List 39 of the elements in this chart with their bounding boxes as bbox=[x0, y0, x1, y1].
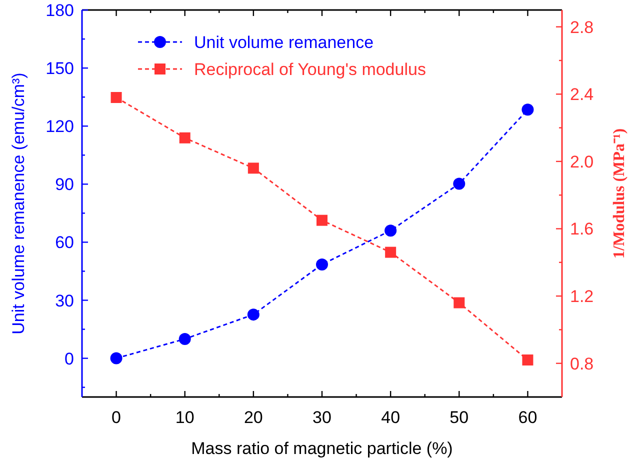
x-tick-label: 10 bbox=[175, 408, 194, 427]
y-tick-label: 150 bbox=[46, 59, 74, 78]
y-tick-label: 120 bbox=[46, 117, 74, 136]
legend-label: Unit volume remanence bbox=[194, 33, 374, 52]
y-tick-label: 90 bbox=[55, 175, 74, 194]
y-tick-label: 60 bbox=[55, 233, 74, 252]
y-tick-label: 30 bbox=[55, 291, 74, 310]
x-tick-label: 0 bbox=[112, 408, 122, 427]
x-tick-label: 50 bbox=[450, 408, 469, 427]
point bbox=[316, 214, 328, 226]
point bbox=[179, 132, 190, 144]
point bbox=[385, 246, 396, 258]
x-axis-title: Mass ratio of magnetic particle (%) bbox=[191, 439, 453, 458]
x-tick-label: 30 bbox=[312, 408, 332, 427]
point bbox=[454, 297, 465, 308]
point bbox=[110, 92, 122, 103]
point bbox=[247, 308, 260, 321]
point bbox=[522, 104, 534, 116]
y-tick-label: 0 bbox=[64, 349, 74, 368]
y2-tick-label: 2.4 bbox=[570, 85, 594, 104]
y2-tick-label: 0.8 bbox=[570, 354, 594, 374]
x-tick-label: 60 bbox=[518, 408, 538, 427]
point bbox=[316, 258, 328, 270]
legend-label: Reciprocal of Young's modulus bbox=[194, 60, 426, 79]
point bbox=[522, 354, 534, 366]
point bbox=[453, 178, 466, 190]
x-tick-label: 20 bbox=[244, 408, 263, 427]
point bbox=[248, 162, 259, 174]
y2-tick-label: 1.6 bbox=[570, 220, 594, 239]
point bbox=[178, 332, 191, 345]
y2-tick-label: 2.8 bbox=[570, 18, 594, 37]
y2-tick-label: 2.0 bbox=[570, 152, 594, 172]
y2-tick-label: 1.2 bbox=[570, 287, 594, 306]
y-tick-label: 180 bbox=[46, 1, 74, 20]
x-tick-label: 40 bbox=[381, 408, 400, 427]
point bbox=[384, 224, 397, 237]
y2-axis-title: 1/Modulus (MPa⁻¹) bbox=[611, 128, 628, 259]
point bbox=[110, 352, 122, 364]
y-axis-title: Unit volume remanence (emu/cm³) bbox=[9, 72, 28, 334]
